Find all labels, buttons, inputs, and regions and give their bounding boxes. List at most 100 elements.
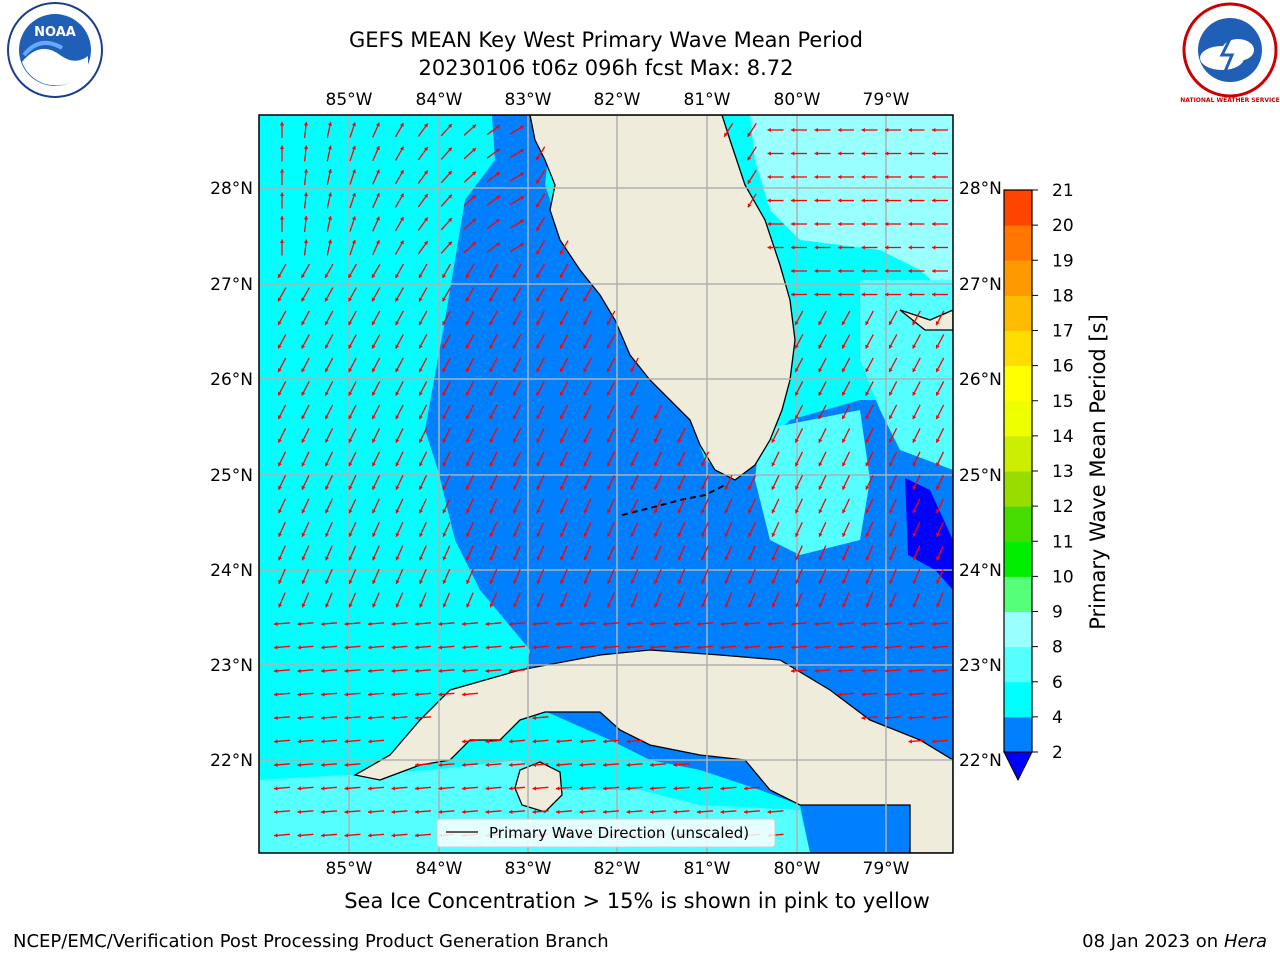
wave-arrow-head	[767, 198, 771, 203]
wave-arrow-head	[278, 579, 283, 584]
wave-arrow-head	[415, 692, 419, 697]
wave-arrow-head	[932, 715, 936, 721]
wave-arrow-head	[583, 603, 588, 608]
wave-arrow-head	[438, 668, 443, 674]
wave-arrow-head	[485, 621, 490, 627]
wave-arrow-head	[606, 415, 611, 420]
wave-arrow-head	[724, 132, 728, 137]
wave-arrow-head	[724, 532, 729, 537]
wave-arrow-head	[795, 462, 799, 467]
wave-arrow-head	[771, 509, 776, 514]
wave-arrow-head	[932, 292, 936, 297]
map-legend: Primary Wave Direction (unscaled)	[436, 818, 776, 848]
wave-arrow-head	[325, 509, 329, 514]
wave-arrow-head	[861, 621, 866, 627]
wave-arrow-head	[677, 603, 682, 608]
wave-arrow-head	[371, 415, 376, 420]
wave-arrow-head	[814, 198, 818, 203]
wave-arrow-head	[438, 621, 443, 627]
wave-arrow-head	[795, 532, 800, 537]
wave-arrow-head	[794, 344, 799, 349]
wave-arrow-head	[489, 509, 494, 514]
wave-arrow-head	[626, 645, 631, 650]
wave-arrow-head	[395, 438, 400, 443]
wave-arrow-head	[372, 532, 377, 537]
lat-tick-label: 27°N	[210, 275, 253, 295]
wave-arrow-head	[767, 151, 771, 156]
wave-arrow-head	[889, 509, 893, 514]
wave-arrow-head	[495, 219, 500, 223]
wave-arrow-head	[842, 556, 847, 561]
wave-arrow-head	[348, 509, 353, 514]
wave-arrow-head	[471, 148, 476, 152]
wave-arrow-head	[556, 786, 560, 791]
wave-arrow-head	[936, 509, 940, 514]
lon-tick-label: 84°W	[416, 90, 463, 110]
wave-arrow-head	[489, 532, 494, 537]
wave-arrow-head	[912, 344, 917, 349]
lon-tick-label: 85°W	[326, 859, 373, 879]
wave-arrow-head	[654, 556, 659, 561]
wave-arrow-head	[936, 462, 940, 467]
wave-arrow-head	[583, 556, 588, 561]
lon-tick-label: 85°W	[326, 90, 373, 110]
wave-arrow-head	[650, 762, 654, 768]
wave-arrow-head	[372, 556, 377, 561]
wave-arrow-head	[935, 344, 940, 349]
wave-arrow-head	[325, 603, 330, 608]
wave-arrow-head	[536, 603, 541, 608]
wave-arrow-head	[748, 579, 753, 584]
wave-arrow-head	[559, 344, 564, 349]
wave-arrow-head	[344, 739, 349, 744]
wave-arrow-head	[368, 739, 372, 744]
wave-arrow-head	[744, 621, 748, 627]
wave-arrow-head	[391, 668, 396, 674]
wave-arrow-head	[447, 171, 452, 175]
wave-arrow-head	[556, 739, 560, 744]
wave-arrow-head	[513, 438, 517, 443]
wave-arrow-head	[512, 368, 517, 373]
wave-arrow-head	[865, 344, 870, 349]
colorbar-under-arrow	[1003, 751, 1033, 782]
wave-arrow-head	[447, 218, 452, 222]
wave-arrow-head	[465, 297, 470, 302]
wave-arrow-head	[536, 156, 540, 161]
wave-arrow-head	[908, 151, 912, 156]
wave-arrow-head	[583, 321, 588, 326]
wave-arrow-head	[606, 391, 611, 396]
wave-arrow-head	[348, 391, 353, 396]
wave-arrow-head	[395, 273, 400, 278]
colorbar-segment	[1004, 471, 1032, 507]
wave-arrow-head	[371, 297, 376, 302]
wave-arrow-head	[391, 715, 396, 721]
wave-arrow-head	[861, 151, 865, 156]
wave-arrow-head	[697, 645, 701, 650]
wave-arrow-head	[579, 739, 584, 744]
wave-arrow-head	[465, 415, 470, 420]
wave-arrow-head	[865, 603, 870, 608]
wave-arrow-head	[375, 216, 380, 221]
wave-arrow-head	[324, 391, 329, 396]
wave-arrow-head	[720, 786, 725, 791]
wave-arrow-head	[885, 221, 889, 227]
wave-arrow-head	[344, 833, 349, 838]
colorbar-segment	[1004, 646, 1032, 683]
lon-tick-label: 82°W	[594, 859, 641, 879]
wave-arrow-head	[579, 645, 584, 650]
colorbar-tick-label: 4	[1052, 708, 1063, 728]
wave-arrow-head	[932, 245, 936, 250]
wave-arrow-head	[423, 241, 428, 246]
wave-arrow-head	[489, 485, 494, 490]
wave-arrow-head	[838, 198, 842, 203]
wave-arrow-head	[348, 273, 353, 278]
wave-arrow-head	[418, 297, 423, 302]
wave-arrow-head	[368, 786, 372, 791]
wave-arrow-head	[489, 415, 494, 420]
wave-arrow-head	[912, 579, 917, 584]
wave-arrow-head	[418, 344, 423, 349]
wave-arrow-head	[368, 645, 372, 650]
lon-tick-label: 83°W	[505, 90, 552, 110]
wave-arrow-head	[697, 621, 701, 627]
wave-arrow-head	[630, 415, 635, 420]
wave-arrow-head	[630, 509, 635, 514]
